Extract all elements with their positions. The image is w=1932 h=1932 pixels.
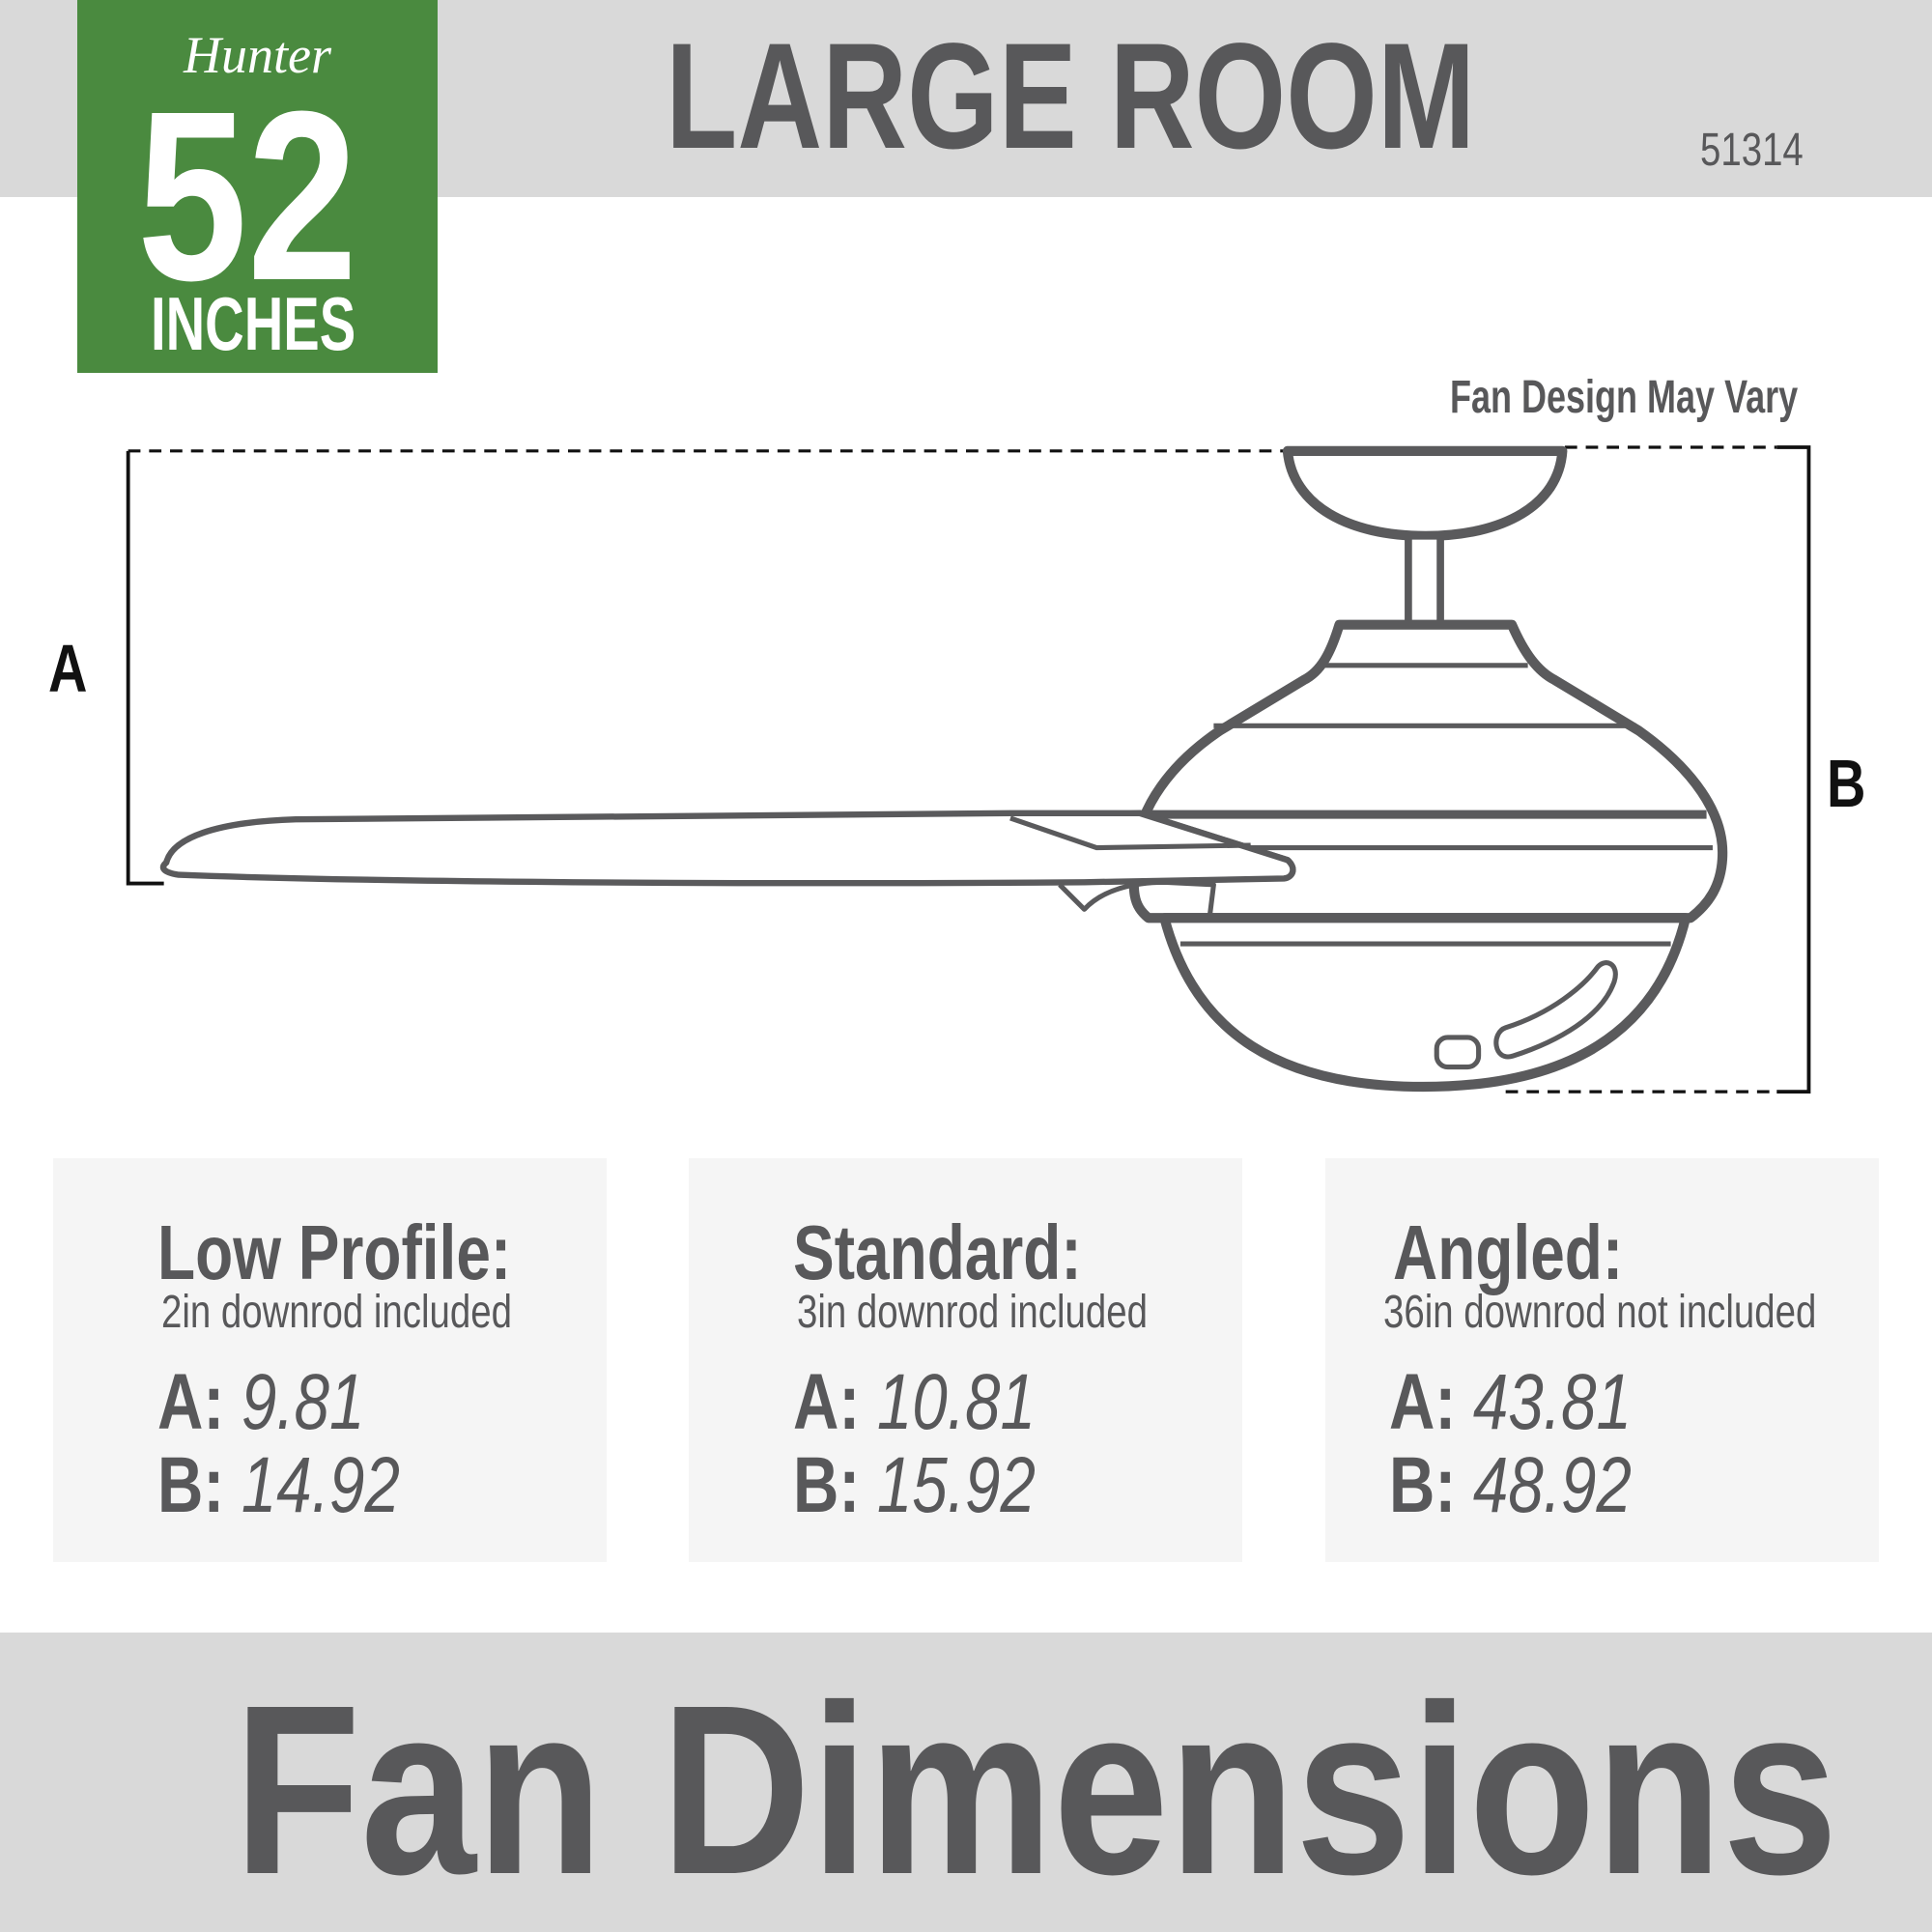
bracket-a [126,450,164,886]
dimension-lines [126,445,1811,1094]
a-value: 43.81 [1472,1358,1632,1446]
room-size-title: LARGE ROOM [666,13,1476,181]
a-key: A: [1389,1358,1457,1446]
b-value: 48.92 [1472,1441,1632,1529]
dimension-b-label: B [1827,746,1866,821]
bracket-b [1776,445,1811,1094]
b-key: B: [1389,1441,1457,1529]
option-card-angled: Angled: 36in downrod not included A: 43.8… [1325,1158,1879,1562]
option-title: Standard: [793,1209,1082,1295]
dimension-b-row: B: 14.92 [157,1446,400,1525]
ceiling-canopy [1282,445,1568,541]
b-key: B: [157,1441,225,1529]
light-window-slot [1493,960,1618,1060]
dimension-b-row: B: 48.92 [1389,1446,1632,1525]
light-window-small [1434,1035,1482,1070]
light-bowl [1159,913,1690,1093]
option-title: Low Profile: [157,1209,512,1295]
option-title: Angled: [1393,1209,1624,1295]
a-key: A: [793,1358,861,1446]
fan-size-unit: INCHES [151,281,356,366]
size-badge: Hunter 52 INCHES [77,0,438,373]
motor-housing [1128,619,1728,923]
a-key: A: [157,1358,225,1446]
option-subtitle: 3in downrod included [797,1287,1148,1338]
design-note: Fan Design May Vary [1450,372,1799,423]
blade-iron [1009,815,1251,851]
option-subtitle: 36in downrod not included [1383,1287,1817,1338]
b-value: 15.92 [876,1441,1036,1529]
downrod [1405,532,1444,629]
option-subtitle: 2in downrod included [161,1287,512,1338]
option-card-low-profile: Low Profile: 2in downrod included A: 9.81… [53,1158,607,1562]
dimension-a-row: A: 43.81 [1389,1363,1632,1442]
dimension-a-row: A: 9.81 [157,1363,365,1442]
fan-blade-front [159,810,1296,887]
dimension-a-label: A [48,631,88,706]
fan-size-number: 52 [137,61,358,330]
b-value: 14.92 [241,1441,400,1529]
b-key: B: [793,1441,861,1529]
model-number: 51314 [1700,125,1804,176]
a-value: 10.81 [876,1358,1036,1446]
brand-logo: Hunter [184,26,331,84]
footer-title: Fan Dimensions [234,1655,1838,1924]
dimension-a-row: A: 10.81 [793,1363,1036,1442]
option-card-standard: Standard: 3in downrod included A: 10.81 B… [689,1158,1242,1562]
dimension-b-row: B: 15.92 [793,1446,1036,1525]
a-value: 9.81 [241,1358,365,1446]
footer-band [0,1633,1932,1932]
blade-bracket [1058,879,1216,915]
